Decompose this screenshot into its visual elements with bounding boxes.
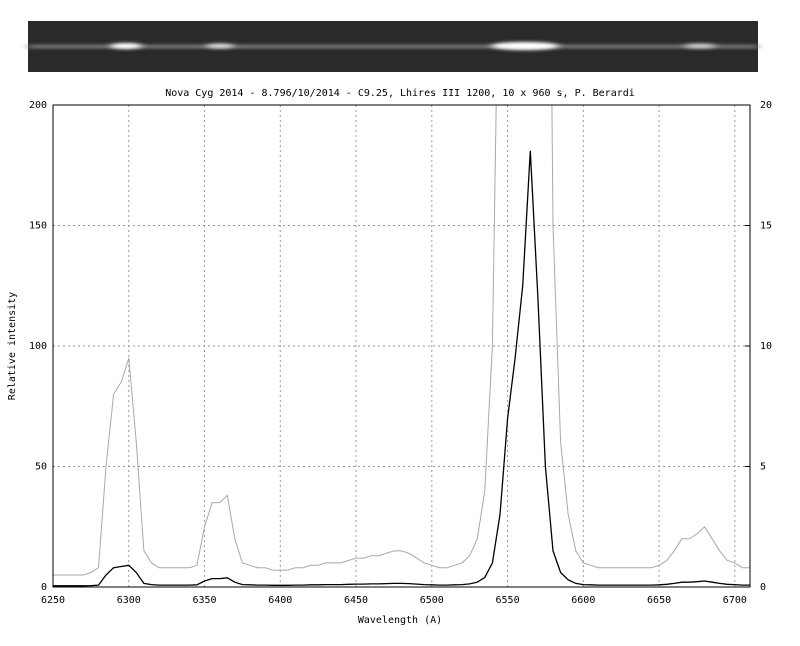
spectrum-line	[53, 105, 750, 576]
y-tick-label: 50	[35, 462, 47, 473]
x-tick-label: 6550	[496, 595, 520, 606]
y-tick-label: 150	[29, 221, 47, 232]
y-tick-label: 0	[41, 582, 47, 593]
x-tick-label: 6450	[344, 595, 368, 606]
y2-tick-label: 5	[760, 462, 766, 473]
y2-tick-label: 15	[760, 221, 772, 232]
y-tick-label: 200	[29, 100, 47, 111]
y-axis-label: Relative intensity	[7, 292, 18, 400]
x-tick-label: 6650	[647, 595, 671, 606]
chart-title: Nova Cyg 2014 - 8.796/10/2014 - C9.25, L…	[165, 88, 635, 99]
x-tick-label: 6300	[117, 595, 141, 606]
y2-tick-label: 0	[760, 582, 766, 593]
x-tick-label: 6400	[268, 595, 292, 606]
plot-frame	[52, 104, 751, 588]
x-axis-label: Wavelength (A)	[358, 615, 442, 626]
y-tick-label: 100	[29, 341, 47, 352]
x-tick-label: 6500	[420, 595, 444, 606]
x-tick-label: 6250	[41, 595, 65, 606]
y2-tick-label: 10	[760, 341, 772, 352]
x-tick-label: 6350	[192, 595, 216, 606]
x-tick-label: 6700	[723, 595, 747, 606]
spectrum-line	[53, 150, 750, 587]
plot-area	[53, 105, 750, 587]
spectrum-strip	[28, 21, 758, 72]
x-tick-label: 6600	[571, 595, 595, 606]
y2-tick-label: 20	[760, 100, 772, 111]
